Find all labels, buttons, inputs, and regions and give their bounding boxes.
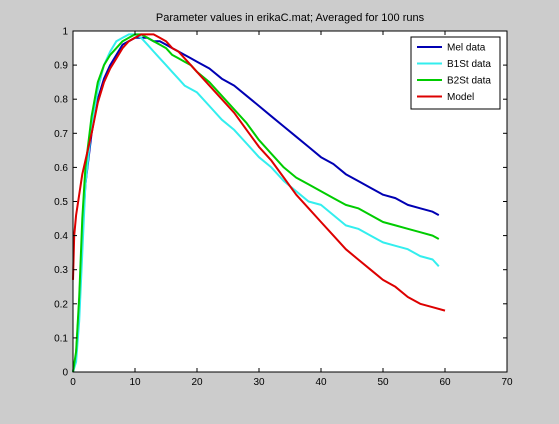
x-tick-label: 0 — [70, 377, 76, 388]
x-tick-label: 30 — [253, 377, 265, 388]
y-tick-label: 0.8 — [54, 95, 68, 106]
y-tick-label: 0.2 — [54, 299, 68, 310]
series-layer — [72, 33, 446, 373]
legend: Mel data B1St data B2St data Model — [410, 36, 501, 110]
y-tick-label: 0.6 — [54, 163, 68, 174]
x-tick-label: 70 — [501, 377, 513, 388]
x-tick-label: 40 — [315, 377, 327, 388]
y-tick-label: 0.9 — [54, 61, 68, 72]
x-tick-label: 50 — [377, 377, 389, 388]
chart-title: Parameter values in erikaC.mat; Averaged… — [156, 12, 425, 24]
y-tick-label: 0.7 — [54, 129, 68, 140]
y-tick-label: 0 — [62, 368, 68, 379]
y-tick-label: 0.1 — [54, 333, 68, 344]
legend-label: Model — [447, 92, 474, 103]
legend-label: B1St data — [447, 59, 491, 70]
x-tick-label: 10 — [129, 377, 141, 388]
y-tick-label: 0.3 — [54, 265, 68, 276]
series-line-mel-data — [72, 36, 440, 373]
legend-label: B2St data — [447, 76, 491, 87]
ticks-layer: 0 10 20 30 40 50 60 70 0 0.1 0.2 0.3 0.4 0.5 0.6 0.7 0.8… — [54, 27, 513, 389]
x-tick-label: 60 — [439, 377, 451, 388]
plot-frame — [72, 30, 508, 373]
x-tick-label: 20 — [191, 377, 203, 388]
y-tick-label: 0.4 — [54, 231, 68, 242]
series-line-model — [72, 33, 446, 312]
legend-label: Mel data — [447, 43, 486, 54]
y-tick-label: 0.5 — [54, 197, 68, 208]
y-tick-label: 1 — [62, 27, 68, 38]
